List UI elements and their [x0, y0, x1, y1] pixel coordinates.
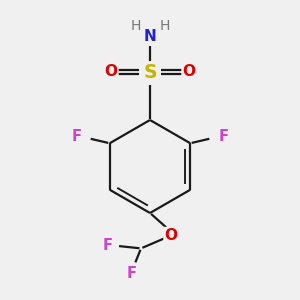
Text: O: O: [104, 64, 118, 80]
Text: H: H: [130, 19, 141, 33]
Text: F: F: [127, 266, 137, 281]
Text: O: O: [182, 64, 196, 80]
Text: S: S: [143, 62, 157, 82]
Text: H: H: [159, 19, 170, 33]
Text: F: F: [71, 129, 82, 144]
Text: O: O: [164, 228, 178, 243]
Text: F: F: [102, 238, 112, 253]
Text: F: F: [218, 129, 229, 144]
Text: N: N: [144, 29, 156, 44]
